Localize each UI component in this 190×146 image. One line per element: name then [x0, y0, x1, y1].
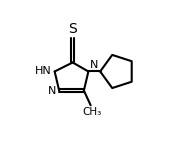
Text: N: N — [48, 86, 56, 96]
Text: CH₃: CH₃ — [82, 107, 101, 117]
Text: =: = — [61, 86, 70, 96]
Text: HN: HN — [35, 66, 52, 76]
Text: S: S — [68, 22, 77, 36]
Text: N: N — [89, 60, 98, 70]
